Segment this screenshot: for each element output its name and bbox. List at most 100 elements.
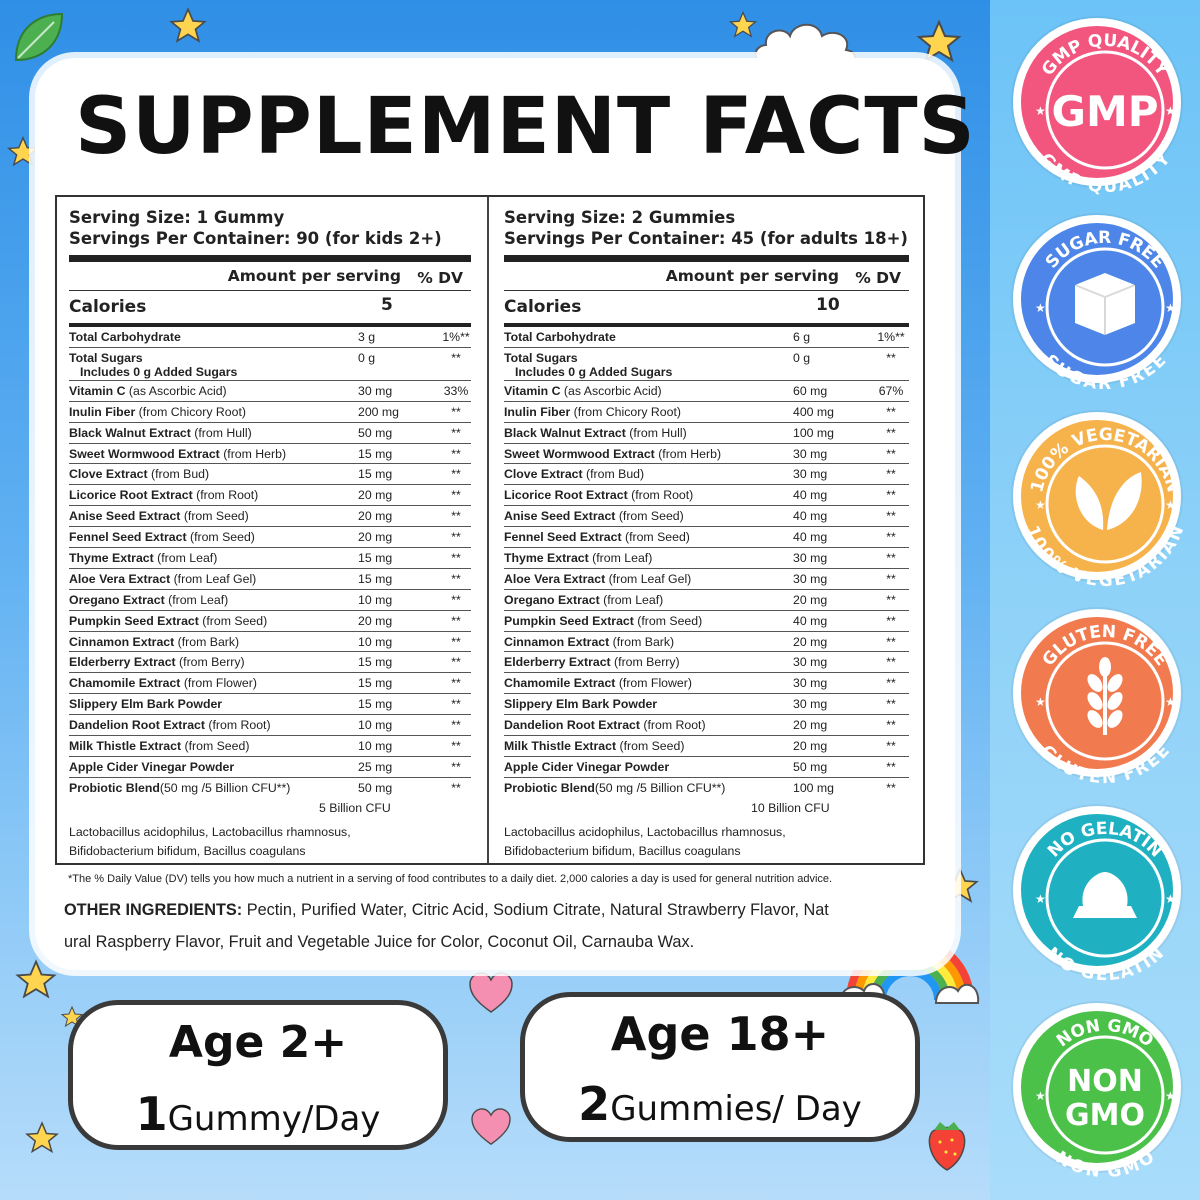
nutrient-row: Licorice Root Extract (from Root) 20 mg **	[69, 485, 471, 507]
nutrient-name: Oregano Extract (from Leaf)	[69, 592, 229, 607]
kids-column: Serving Size: 1 Gummy Servings Per Conta…	[69, 197, 471, 863]
svg-text:GMP QUALITY: GMP QUALITY	[1036, 149, 1175, 197]
nutrient-name: Total Carbohydrate	[69, 330, 181, 344]
nutrient-dv: 1%**	[442, 330, 470, 344]
nutrient-dv: **	[451, 780, 461, 795]
nutrient-row: Inulin Fiber (from Chicory Root) 400 mg **	[504, 402, 909, 423]
nutrient-name: Fennel Seed Extract (from Seed)	[504, 530, 690, 545]
svg-text:★: ★	[1165, 892, 1176, 906]
nutrient-name: Black Walnut Extract (from Hull)	[504, 425, 687, 440]
svg-text:★: ★	[1035, 301, 1046, 315]
nutrient-dv: **	[451, 446, 461, 461]
svg-text:NON: NON	[1067, 1064, 1143, 1099]
age-adults-dose: 2Gummies/ Day	[578, 1077, 862, 1131]
svg-text:100% VEGETARIAN: 100% VEGETARIAN	[1022, 523, 1188, 591]
nutrient-dv: **	[886, 759, 896, 774]
nutrient-name: Total Sugars	[69, 350, 143, 365]
nutrient-amount: 0 g	[358, 350, 376, 365]
nutrient-amount: 30 mg	[793, 467, 828, 482]
nutrient-row: Licorice Root Extract (from Root) 40 mg **	[504, 485, 909, 507]
amount-header: Amount per serving	[665, 267, 839, 285]
nutrient-row: Total Sugars Includes 0 g Added Sugars 0…	[504, 348, 909, 381]
nutrient-dv: **	[451, 634, 461, 649]
age-adults-title: Age 18+	[610, 1007, 830, 1061]
nutrient-row: Aloe Vera Extract (from Leaf Gel) 30 mg **	[504, 569, 909, 590]
nutrient-row: Black Walnut Extract (from Hull) 50 mg **	[69, 423, 471, 444]
svg-text:★: ★	[1035, 1089, 1046, 1103]
nutrient-amount: 400 mg	[793, 404, 835, 419]
nutrient-name: Oregano Extract (from Leaf)	[504, 592, 664, 607]
cloud-icon	[754, 23, 856, 65]
page-title: SUPPLEMENT FACTS	[75, 82, 976, 172]
nutrient-amount: 25 mg	[358, 759, 393, 774]
nutrient-name: Elderberry Extract (from Berry)	[504, 655, 680, 670]
age-kids-title: Age 2+	[168, 1017, 348, 1068]
nutrient-row: Clove Extract (from Bud) 15 mg **	[69, 464, 471, 486]
leaf-decoration-icon	[14, 12, 64, 62]
nutrient-amount: 30 mg	[793, 655, 828, 670]
nutrient-name: Sweet Wormwood Extract (from Herb)	[69, 446, 287, 461]
nutrient-dv: 67%	[878, 383, 904, 398]
badge-non-gmo: NON GMO NON GMO ★ ★ NON GMO	[1013, 1003, 1181, 1182]
nutrient-name: Milk Thistle Extract (from Seed)	[69, 739, 250, 754]
nutrient-subline: Includes 0 g Added Sugars	[515, 364, 673, 379]
nutrient-dv: **	[451, 718, 461, 733]
nutrient-row: Milk Thistle Extract (from Seed) 10 mg **	[69, 736, 471, 757]
dv-footnote: *The % Daily Value (DV) tells you how mu…	[68, 873, 833, 885]
nutrient-dv: **	[451, 592, 461, 607]
nutrient-row: Cinnamon Extract (from Bark) 20 mg **	[504, 632, 909, 653]
nutrient-dv: **	[886, 446, 896, 461]
nutrient-amount: 20 mg	[793, 739, 828, 754]
nutrient-amount: 20 mg	[358, 488, 393, 503]
nutrient-amount: 20 mg	[358, 530, 393, 545]
wheat-icon	[1087, 657, 1123, 735]
nutrient-dv: **	[451, 404, 461, 419]
nutrient-amount: 30 mg	[358, 383, 393, 398]
star-icon	[15, 959, 57, 999]
strawberry-icon	[928, 1122, 966, 1171]
nutrient-amount: 30 mg	[793, 446, 828, 461]
amount-header: Amount per serving	[227, 267, 401, 285]
nutrient-dv: **	[886, 551, 896, 566]
probiotic-strains: Lactobacillus acidophilus, Lactobacillus…	[504, 824, 786, 858]
nutrient-name: Anise Seed Extract (from Seed)	[69, 509, 249, 524]
nutrient-name: Thyme Extract (from Leaf)	[69, 551, 218, 566]
age-kids-box: Age 2+ 1Gummy/Day	[68, 1000, 448, 1150]
leaf-icon	[1075, 472, 1142, 530]
nutrient-name: Dandelion Root Extract (from Root)	[69, 718, 271, 733]
nutrient-row: Dandelion Root Extract (from Root) 10 mg *…	[69, 715, 471, 737]
nutrient-name: Anise Seed Extract (from Seed)	[504, 509, 684, 524]
nutrient-dv: **	[451, 530, 461, 545]
nutrient-amount: 15 mg	[358, 655, 393, 670]
nutrient-dv: **	[886, 739, 896, 754]
nutrient-name: Fennel Seed Extract (from Seed)	[69, 530, 255, 545]
nutrient-row: Aloe Vera Extract (from Leaf Gel) 15 mg **	[69, 569, 471, 590]
nutrient-dv: **	[451, 759, 461, 774]
medium-rule	[69, 323, 471, 327]
calories-value: 10	[816, 295, 840, 315]
nutrient-name: Apple Cider Vinegar Powder	[504, 759, 670, 774]
nutrient-amount: 60 mg	[793, 383, 828, 398]
nutrient-row: Anise Seed Extract (from Seed) 40 mg **	[504, 506, 909, 528]
other-ingredients-label: OTHER INGREDIENTS:	[64, 901, 243, 919]
nutrient-row: Chamomile Extract (from Flower) 30 mg **	[504, 673, 909, 695]
nutrient-name: Cinnamon Extract (from Bark)	[69, 634, 240, 649]
nutrient-row: Chamomile Extract (from Flower) 15 mg **	[69, 673, 471, 695]
nutrient-dv: **	[451, 509, 461, 524]
dv-header: % DV	[417, 269, 463, 287]
nutrient-row: Clove Extract (from Bud) 30 mg **	[504, 464, 909, 486]
nutrient-name: Vitamin C (as Ascorbic Acid)	[69, 383, 227, 398]
nutrient-name: Inulin Fiber (from Chicory Root)	[504, 404, 681, 419]
nutrient-dv: **	[886, 467, 896, 482]
nutrient-amount: 15 mg	[358, 551, 393, 566]
nutrient-name: Total Carbohydrate	[504, 330, 616, 344]
nutrient-name: Milk Thistle Extract (from Seed)	[504, 739, 685, 754]
nutrient-amount: 50 mg	[793, 759, 828, 774]
nutrient-dv: **	[451, 739, 461, 754]
medium-rule	[504, 323, 909, 327]
star-icon	[7, 136, 39, 167]
nutrient-row: Fennel Seed Extract (from Seed) 20 mg **	[69, 527, 471, 549]
nutrient-name: Probiotic Blend(50 mg /5 Billion CFU**)	[504, 780, 726, 795]
nutrient-amount: 30 mg	[793, 676, 828, 691]
column-divider	[487, 197, 489, 863]
